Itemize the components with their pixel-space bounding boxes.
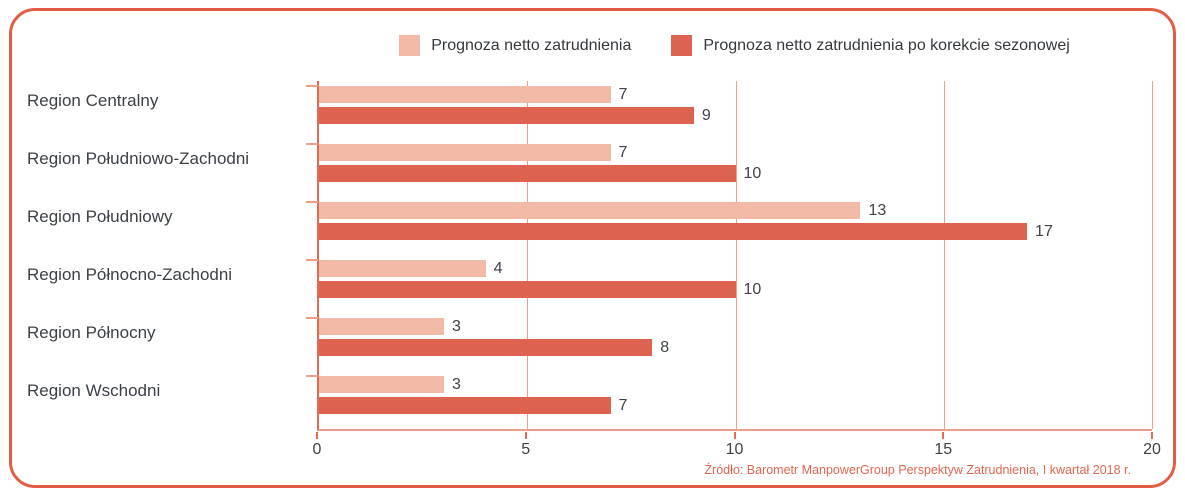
x-axis-tick-label: 20 <box>1143 441 1161 458</box>
category-label: Region Północny <box>27 323 156 342</box>
bar-seasonally-adjusted <box>319 339 653 356</box>
bar-seasonally-adjusted <box>319 223 1028 240</box>
bar-group: Region Północno-Zachodni 4 10 <box>27 255 1152 313</box>
x-axis-tick-label: 15 <box>934 441 953 458</box>
bar-row: 10 <box>319 281 1152 298</box>
bar-value-label: 3 <box>451 318 461 335</box>
bar-row: 13 <box>319 202 1152 219</box>
bar-seasonally-adjusted <box>319 281 736 298</box>
bar-seasonally-adjusted <box>319 165 736 182</box>
legend-swatch-light-icon <box>399 35 421 56</box>
bar-row: 8 <box>319 339 1152 356</box>
y-axis-tick <box>306 259 318 261</box>
legend-label: Prognoza netto zatrudnienia <box>431 36 632 54</box>
x-axis-tick <box>1151 432 1153 439</box>
bar-forecast <box>319 144 611 161</box>
bar-forecast <box>319 202 861 219</box>
bar-value-label: 3 <box>451 376 461 393</box>
bar-value-label: 10 <box>743 165 762 182</box>
legend-item-forecast: Prognoza netto zatrudnienia <box>399 35 631 56</box>
bar-group: Region Wschodni 3 7 <box>27 371 1152 429</box>
bar-value-label: 7 <box>618 397 628 414</box>
bar-group: Region Południowy 13 17 <box>27 197 1152 255</box>
plot-area: Region Centralny 7 9 Region Południowo-Zach… <box>27 81 1153 431</box>
legend-label: Prognoza netto zatrudnienia po korekcie … <box>703 36 1070 54</box>
bar-forecast <box>319 260 486 277</box>
category-label: Region Południowo-Zachodni <box>27 149 250 168</box>
bar-value-label: 17 <box>1035 223 1053 240</box>
category-label: Region Południowy <box>27 207 173 226</box>
x-axis-tick <box>733 432 736 439</box>
bar-row: 7 <box>319 144 1152 161</box>
bar-row: 7 <box>319 397 1152 414</box>
y-axis-tick <box>306 85 318 87</box>
category-label: Region Północno-Zachodni <box>27 265 233 284</box>
gridline <box>527 81 529 429</box>
bar-seasonally-adjusted <box>319 107 694 124</box>
bar-forecast <box>319 376 444 393</box>
bar-value-label: 4 <box>493 260 503 277</box>
category-label: Region Centralny <box>27 91 159 110</box>
x-axis-tick <box>524 432 527 439</box>
chart-card: Prognoza netto zatrudnienia Prognoza net… <box>9 8 1176 488</box>
legend-swatch-dark-icon <box>671 35 693 56</box>
x-axis-tick-label: 0 <box>312 441 322 458</box>
bar-row: 3 <box>319 376 1152 393</box>
category-label: Region Wschodni <box>27 381 161 400</box>
y-axis-tick <box>306 143 318 145</box>
bar-value-label: 8 <box>660 339 670 356</box>
bar-pair: 4 10 <box>319 255 1152 298</box>
gridline <box>1152 81 1153 429</box>
bar-pair: 13 17 <box>319 197 1152 240</box>
bar-row: 9 <box>319 107 1152 124</box>
x-axis-tick <box>316 432 318 439</box>
legend-item-seasonally-adjusted: Prognoza netto zatrudnienia po korekcie … <box>671 35 1070 56</box>
gridline <box>735 81 737 429</box>
bar-value-label: 7 <box>618 86 628 103</box>
bar-seasonally-adjusted <box>319 397 611 414</box>
bar-row: 4 <box>319 260 1152 277</box>
bar-group: Region Północny 3 8 <box>27 313 1152 371</box>
x-axis-tick-label: 10 <box>725 441 744 458</box>
bar-pair: 7 10 <box>319 139 1152 182</box>
x-axis: 0 5 10 15 20 <box>313 432 1161 463</box>
bar-group: Region Południowo-Zachodni 7 10 <box>27 139 1152 197</box>
source-note: Źródło: Barometr ManpowerGroup Perspekty… <box>704 463 1131 477</box>
bar-forecast <box>319 86 611 103</box>
bar-value-label: 13 <box>868 202 887 219</box>
x-axis-tick-label: 5 <box>521 441 531 458</box>
bar-row: 3 <box>319 318 1152 335</box>
bar-value-label: 7 <box>618 144 628 161</box>
bar-forecast <box>319 318 444 335</box>
y-axis-tick <box>306 375 318 377</box>
bar-row: 7 <box>319 86 1152 103</box>
gridline <box>943 81 945 429</box>
bar-value-label: 10 <box>743 281 762 298</box>
x-axis-tick <box>942 432 945 439</box>
chart-legend: Prognoza netto zatrudnienia Prognoza net… <box>317 35 1152 56</box>
bar-row: 10 <box>319 165 1152 182</box>
bar-row: 17 <box>319 223 1152 240</box>
bar-group: Region Centralny 7 9 <box>27 81 1152 139</box>
y-axis-tick <box>306 317 318 319</box>
y-axis-tick <box>306 201 318 203</box>
bar-value-label: 9 <box>701 107 711 124</box>
